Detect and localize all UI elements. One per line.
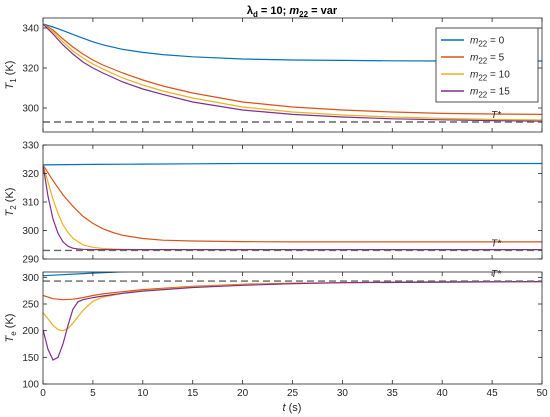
legend-sub: 22 bbox=[478, 74, 487, 83]
y-tick-label: 300 bbox=[22, 226, 39, 237]
x-tick-label: 5 bbox=[90, 388, 96, 399]
panel-3: T* 0 5 10 15 20 25 30 35 40 45 50 100 150 200 250 300 Te … bbox=[4, 269, 548, 399]
x-tick-label: 25 bbox=[287, 388, 299, 399]
x-tick-label: 0 bbox=[40, 388, 46, 399]
legend-sub: 22 bbox=[478, 40, 487, 49]
chart-title: λd = 10; m22 = var bbox=[247, 5, 338, 19]
legend-rest: = 15 bbox=[487, 87, 510, 98]
series-line-4 bbox=[43, 281, 542, 361]
x-axis-label: t (s) bbox=[283, 402, 302, 414]
y-label-var: T bbox=[4, 208, 16, 216]
y-label-unit: (K) bbox=[4, 61, 16, 79]
y-tick-label: 250 bbox=[22, 300, 39, 311]
panel-2: T* 290 300 310 320 330 T2 (K) bbox=[4, 141, 543, 266]
y-label-sub: 1 bbox=[9, 78, 18, 83]
y-tick-label: 320 bbox=[22, 64, 39, 75]
y-tick-label: 300 bbox=[22, 104, 39, 115]
y-axis-label: T2 (K) bbox=[4, 188, 18, 217]
series-line-4 bbox=[43, 164, 542, 251]
y-tick-label: 150 bbox=[22, 353, 39, 364]
y-label-unit: (K) bbox=[4, 188, 16, 206]
series-line-4 bbox=[43, 23, 542, 122]
legend-entry-1: m22 = 0 bbox=[470, 36, 505, 49]
x-tick-label: 20 bbox=[237, 388, 249, 399]
y-tick-label: 290 bbox=[22, 255, 39, 266]
y-tick-label: 300 bbox=[22, 273, 39, 284]
reference-label: T* bbox=[491, 238, 502, 249]
x-tick-label: 50 bbox=[536, 388, 548, 399]
legend-var: m bbox=[470, 36, 478, 47]
legend-rest: = 5 bbox=[487, 53, 504, 64]
y-tick-label: 340 bbox=[22, 24, 39, 35]
reference-label: T* bbox=[491, 269, 502, 280]
series-line-2 bbox=[43, 23, 542, 115]
x-tick-label: 45 bbox=[487, 388, 499, 399]
y-tick-label: 200 bbox=[22, 326, 39, 337]
y-label-unit: (K) bbox=[4, 314, 16, 332]
y-tick-label: 330 bbox=[22, 141, 39, 152]
series-line-1 bbox=[43, 23, 542, 62]
series-line-1 bbox=[43, 162, 542, 166]
legend-var: m bbox=[470, 87, 478, 98]
y-label-sub: e bbox=[9, 331, 18, 336]
legend-sub: 22 bbox=[478, 91, 487, 100]
y-tick-label: 100 bbox=[22, 380, 39, 391]
series-line-3 bbox=[43, 23, 542, 121]
y-axis-label: Te (K) bbox=[4, 314, 18, 343]
y-label-var: T bbox=[4, 334, 16, 342]
y-axis-label: T1 (K) bbox=[4, 61, 18, 90]
series-line-2 bbox=[43, 164, 542, 243]
y-tick-label: 320 bbox=[22, 169, 39, 180]
legend-var: m bbox=[470, 70, 478, 81]
x-tick-label: 10 bbox=[137, 388, 149, 399]
legend-var: m bbox=[470, 53, 478, 64]
y-tick-label: 310 bbox=[22, 198, 39, 209]
x-tick-label: 30 bbox=[337, 388, 349, 399]
y-label-var: T bbox=[4, 81, 16, 89]
x-tick-label: 15 bbox=[187, 388, 199, 399]
legend-sub: 22 bbox=[478, 57, 487, 66]
legend-entry-4: m22 = 15 bbox=[470, 87, 510, 100]
y-label-sub: 2 bbox=[9, 205, 18, 210]
x-tick-label: 40 bbox=[437, 388, 449, 399]
legend-rest: = 0 bbox=[487, 36, 504, 47]
legend-entry-3: m22 = 10 bbox=[470, 70, 510, 83]
legend-rest: = 10 bbox=[487, 70, 510, 81]
reference-label: T* bbox=[491, 110, 502, 121]
legend-entry-2: m22 = 5 bbox=[470, 53, 505, 66]
x-tick-label: 35 bbox=[387, 388, 399, 399]
plot-area bbox=[43, 272, 542, 384]
